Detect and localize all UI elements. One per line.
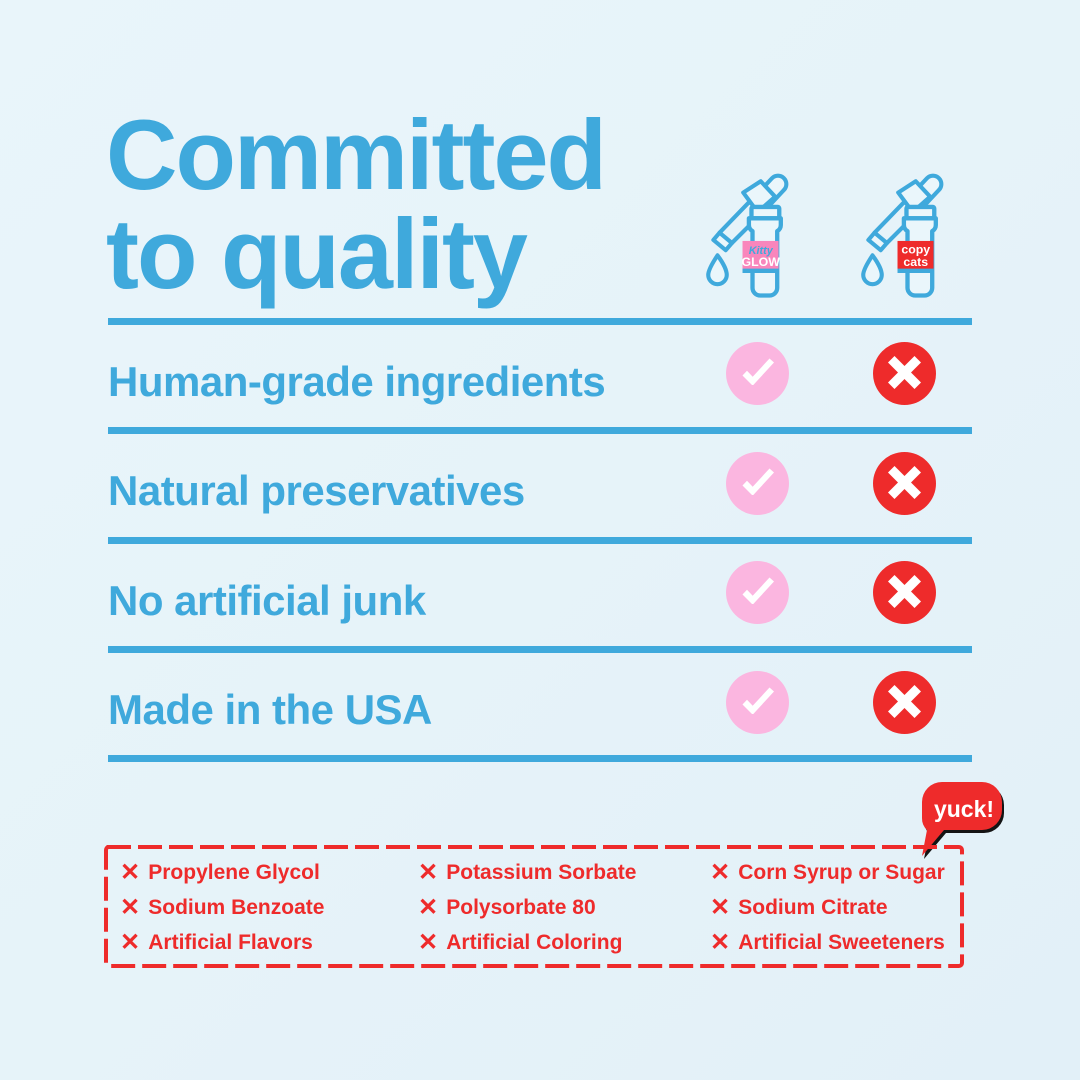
svg-text:GLOW: GLOW: [742, 255, 781, 269]
svg-text:yuck!: yuck!: [934, 796, 994, 822]
svg-text:cats: cats: [903, 255, 928, 269]
